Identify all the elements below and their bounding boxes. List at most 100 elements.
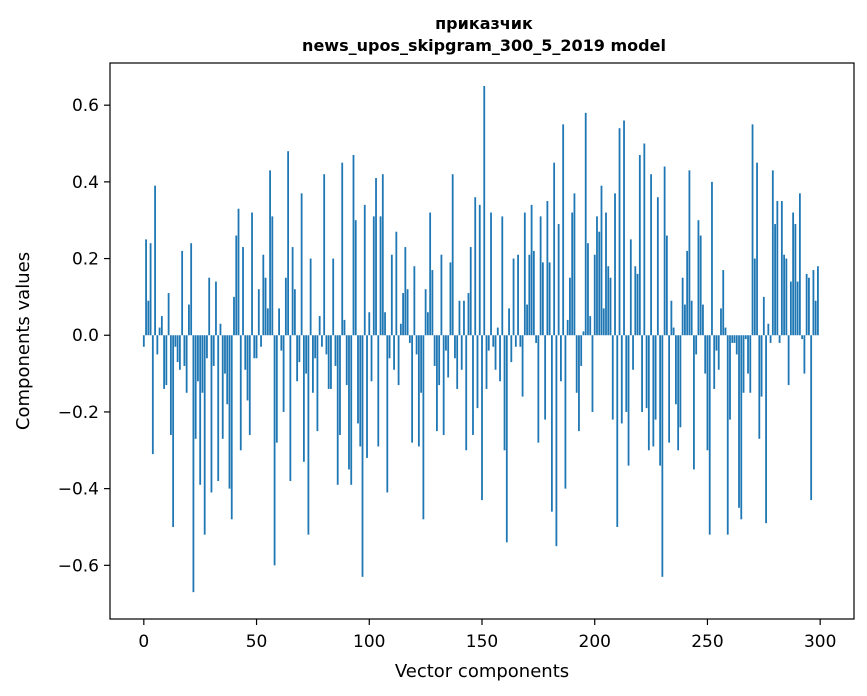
bar-196 <box>584 112 587 336</box>
bar-252 <box>711 181 713 336</box>
bar-132 <box>440 254 443 336</box>
bar-79 <box>321 335 323 347</box>
bar-265 <box>740 335 743 520</box>
bar-163 <box>510 335 513 363</box>
x-tick-label: 250 <box>691 632 723 652</box>
bar-160 <box>503 335 506 451</box>
bar-80 <box>323 174 326 336</box>
bar-112 <box>395 231 398 336</box>
bar-137 <box>451 174 454 336</box>
bar-109 <box>388 335 391 359</box>
bar-70 <box>300 193 303 336</box>
bar-50 <box>255 335 258 359</box>
bar-36 <box>224 335 226 374</box>
bar-147 <box>474 197 477 336</box>
bar-114 <box>399 323 402 336</box>
bar-193 <box>578 335 580 432</box>
bar-285 <box>785 258 788 336</box>
bar-52 <box>260 335 262 347</box>
bar-26 <box>201 335 204 393</box>
bar-260 <box>729 335 731 420</box>
bar-167 <box>519 335 522 347</box>
bar-268 <box>747 335 749 374</box>
bar-277 <box>767 323 770 336</box>
bar-186 <box>562 124 565 336</box>
bar-115 <box>402 293 404 336</box>
bar-242 <box>688 170 691 336</box>
bar-250 <box>706 335 709 451</box>
x-axis-label: Vector components <box>395 661 569 682</box>
bar-272 <box>756 162 758 336</box>
bar-103 <box>375 178 377 336</box>
bar-156 <box>494 335 497 370</box>
bar-107 <box>384 312 386 336</box>
bar-35 <box>221 335 224 439</box>
bar-55 <box>266 308 269 336</box>
bar-13 <box>172 335 175 527</box>
bar-46 <box>246 335 249 401</box>
bar-134 <box>445 335 447 351</box>
bar-7 <box>158 327 161 336</box>
bar-122 <box>417 335 420 447</box>
bar-226 <box>652 335 655 447</box>
bar-83 <box>330 335 332 389</box>
bar-180 <box>548 262 551 336</box>
y-tick-label: −0.6 <box>58 556 99 576</box>
bar-291 <box>798 193 801 336</box>
bar-27 <box>203 335 206 535</box>
bar-51 <box>257 289 260 336</box>
bar-49 <box>253 335 256 359</box>
bar-94 <box>354 220 357 336</box>
bar-218 <box>634 266 637 336</box>
bar-86 <box>336 335 339 485</box>
bar-177 <box>541 262 544 336</box>
bar-54 <box>264 277 267 336</box>
bar-223 <box>645 335 648 409</box>
bar-90 <box>345 335 348 386</box>
bar-172 <box>530 204 533 336</box>
bar-188 <box>566 319 569 336</box>
bar-189 <box>569 277 571 336</box>
bar-217 <box>632 335 634 370</box>
bar-200 <box>593 254 596 336</box>
bar-30 <box>210 335 213 493</box>
bar-239 <box>681 277 684 336</box>
bar-113 <box>397 335 400 386</box>
bar-99 <box>366 335 368 458</box>
bar-219 <box>636 273 639 336</box>
bar-81 <box>325 335 328 355</box>
bar-182 <box>553 162 556 336</box>
bar-281 <box>776 201 779 336</box>
bar-20 <box>188 304 190 336</box>
bar-241 <box>686 250 689 336</box>
bar-64 <box>287 151 290 336</box>
bar-289 <box>794 224 797 336</box>
bar-201 <box>596 216 598 336</box>
bar-238 <box>679 335 682 428</box>
chart-title-line1: приказчик <box>435 14 533 33</box>
bar-11 <box>167 293 170 336</box>
bar-128 <box>431 270 434 336</box>
x-tick-label: 100 <box>353 632 385 652</box>
bar-237 <box>677 335 680 451</box>
bar-63 <box>284 277 287 336</box>
bar-140 <box>458 300 461 336</box>
bar-93 <box>352 155 355 336</box>
bar-34 <box>219 323 222 336</box>
bar-102 <box>372 216 375 336</box>
bar-270 <box>751 124 754 336</box>
bar-125 <box>424 289 427 336</box>
bar-45 <box>244 335 247 370</box>
bar-229 <box>659 335 662 466</box>
x-tick-label: 300 <box>804 632 836 652</box>
bar-76 <box>314 335 317 359</box>
bar-48 <box>251 212 253 336</box>
bar-40 <box>233 296 235 336</box>
bar-191 <box>573 193 576 336</box>
bar-213 <box>623 120 625 336</box>
bar-91 <box>348 335 350 470</box>
bar-298 <box>814 300 817 336</box>
bar-169 <box>523 212 526 336</box>
bar-41 <box>235 235 238 336</box>
